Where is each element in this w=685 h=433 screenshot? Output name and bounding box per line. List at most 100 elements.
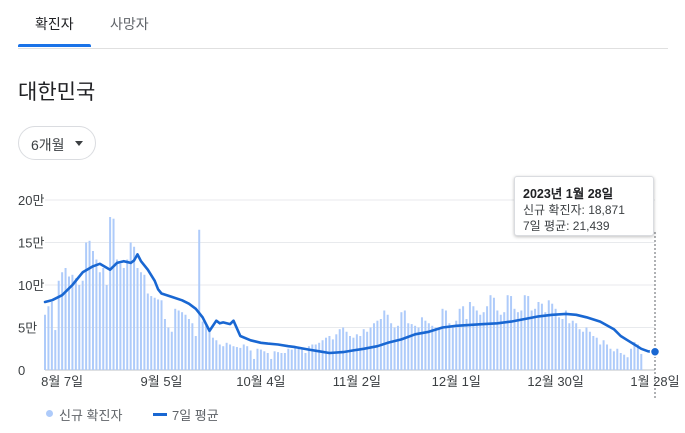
bar [592,336,595,370]
bar [438,329,441,370]
bar [54,330,57,370]
bar [523,295,526,370]
bar [444,310,447,370]
bar [307,346,310,370]
bar [626,357,629,370]
bar [157,299,160,370]
bar [222,346,225,370]
bar [530,310,533,370]
bar [434,327,437,370]
bar [540,303,543,370]
bar [472,306,475,370]
bar [119,263,122,370]
bar [558,317,561,370]
bar [95,259,98,370]
bar [479,314,482,370]
bar [427,323,430,370]
bar [246,346,249,370]
bar [441,308,444,370]
caret-down-icon [75,141,83,146]
bar [561,319,564,370]
tab-cases[interactable]: 확진자 [35,16,74,32]
bar [568,323,571,370]
bar [383,310,386,370]
bar [400,312,403,370]
x-tick-label: 1월 28일 [630,374,679,389]
bar [602,340,605,370]
bar [297,348,300,370]
bar [448,323,451,370]
bar [187,319,190,370]
bar [115,259,118,370]
bar [616,348,619,370]
bar [259,349,262,370]
bar [417,327,420,370]
bar [465,319,468,370]
bar [486,306,489,370]
bar [218,344,221,370]
x-tick-label: 9월 5일 [141,374,183,389]
bar [191,323,194,370]
y-tick-label: 0 [18,363,25,378]
x-tick-label: 12월 30일 [527,374,583,389]
bar [253,358,256,370]
bar [403,310,406,370]
bar [225,342,228,370]
legend-line-swatch [153,413,167,416]
x-tick-label: 8월 7일 [41,374,83,389]
x-tick-label: 11월 2일 [333,374,381,389]
bar [139,272,142,370]
bar [554,308,557,370]
bar [150,296,153,370]
bar [112,218,115,370]
tooltip-new-cases: 신규 확진자: 18,871 [523,203,625,217]
bar [256,348,259,370]
bar [630,348,633,370]
bar [294,347,297,370]
bar [588,331,591,370]
bar [482,312,485,370]
bar [71,274,74,370]
tooltip-date: 2023년 1월 28일 [523,187,614,201]
bar [81,280,84,370]
bar [287,348,290,370]
bar [496,310,499,370]
bar [146,293,149,370]
period-dropdown[interactable]: 6개월 [18,126,96,160]
bar [314,344,317,370]
bar [263,351,266,370]
bar [301,349,304,370]
bar [489,295,492,370]
bar [578,329,581,370]
bar [331,339,334,370]
bar [366,331,369,370]
bar [547,300,550,370]
tab-deaths[interactable]: 사망자 [110,16,149,32]
bar [198,229,201,370]
chart-y-axis: 0 5만 10만 15만 20만 [18,193,44,378]
x-tick-label: 12월 1일 [432,374,481,389]
bar [98,272,101,370]
bar [249,350,252,370]
bar [105,285,108,370]
bar [352,337,355,370]
bar [640,353,643,370]
bar [420,317,423,370]
bar [390,323,393,370]
bar [492,297,495,370]
bar [201,321,204,370]
bar [431,325,434,370]
bar [78,285,81,370]
region-title: 대한민국 [18,81,96,104]
bar [242,344,245,370]
bar [304,353,307,370]
bar [606,344,609,370]
bar [136,268,139,370]
bar [527,296,530,370]
bar [424,320,427,370]
bar [311,344,314,370]
bar [393,327,396,370]
bar [359,336,362,370]
y-tick-label: 20만 [18,193,44,208]
